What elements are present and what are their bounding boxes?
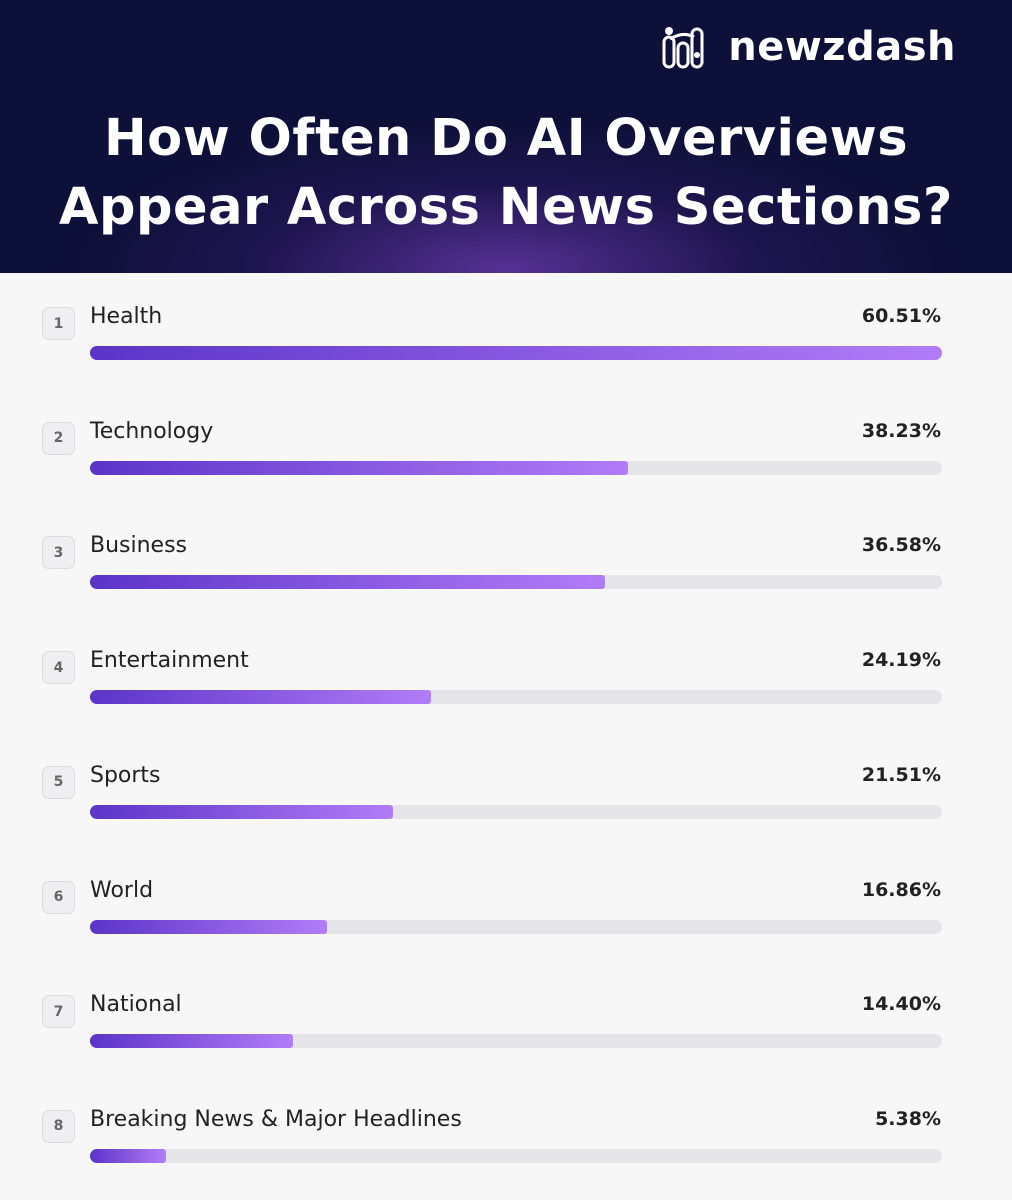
bar-track xyxy=(90,346,942,360)
bar-track xyxy=(90,1034,942,1049)
bar-track xyxy=(90,1148,942,1163)
bar-track xyxy=(90,919,942,934)
bar xyxy=(90,575,606,590)
category-label: Sports xyxy=(90,762,161,788)
bar xyxy=(90,690,431,705)
bar-track xyxy=(90,690,942,705)
category-label: Breaking News & Major Headlines xyxy=(90,1106,462,1132)
rank-badge: 1 xyxy=(42,307,75,340)
value-label: 60.51% xyxy=(861,305,941,327)
bar xyxy=(90,919,328,934)
chart-title: How Often Do AI Overviews Appear Across … xyxy=(59,109,953,237)
rank-badge: 8 xyxy=(42,1109,75,1143)
rank-badge: 7 xyxy=(42,995,75,1029)
rank-badge: 4 xyxy=(42,651,75,685)
value-label: 21.51% xyxy=(861,763,941,786)
value-label: 14.40% xyxy=(861,993,941,1016)
rank-badge: 2 xyxy=(42,421,75,455)
bar-track xyxy=(90,804,942,819)
value-label: 24.19% xyxy=(861,649,941,672)
rank-badge: 5 xyxy=(42,765,75,799)
category-label: Entertainment xyxy=(90,648,249,674)
category-label: Business xyxy=(90,533,188,559)
bar xyxy=(90,346,942,360)
bar-row: 6 World 16.86% xyxy=(0,863,1012,943)
brand-name: newzdash xyxy=(728,24,956,70)
bar-track xyxy=(90,575,942,590)
bar xyxy=(90,460,629,475)
bar xyxy=(90,1034,293,1049)
category-label: World xyxy=(90,877,154,903)
rank-badge: 3 xyxy=(42,536,75,570)
bar-row: 1 Health 60.51% xyxy=(0,289,1012,369)
bar-track xyxy=(90,460,942,475)
bar-row: 4 Entertainment 24.19% xyxy=(0,633,1012,713)
value-label: 36.58% xyxy=(861,534,941,557)
bar-row: 8 Breaking News & Major Headlines 5.38% xyxy=(0,1092,1012,1172)
category-label: National xyxy=(90,992,182,1018)
bar xyxy=(90,1148,166,1163)
value-label: 38.23% xyxy=(861,419,941,442)
bar xyxy=(90,804,393,819)
category-label: Technology xyxy=(90,418,214,444)
brand: newzdash xyxy=(662,24,956,70)
header-banner: newzdash How Often Do AI Overviews Appea… xyxy=(0,0,1012,273)
rank-badge: 6 xyxy=(42,880,75,914)
bar-row: 2 Technology 38.23% xyxy=(0,404,1012,484)
bar-row: 5 Sports 21.51% xyxy=(0,748,1012,828)
bar-row: 3 Business 36.58% xyxy=(0,518,1012,598)
newzdash-logo-icon xyxy=(662,27,704,69)
value-label: 5.38% xyxy=(875,1107,941,1130)
value-label: 16.86% xyxy=(861,878,941,901)
category-label: Health xyxy=(90,304,163,329)
bar-row: 7 National 14.40% xyxy=(0,977,1012,1057)
bar-list: 1 Health 60.51% 2 Technology 38.23% 3 Business 3… xyxy=(0,273,1012,1200)
